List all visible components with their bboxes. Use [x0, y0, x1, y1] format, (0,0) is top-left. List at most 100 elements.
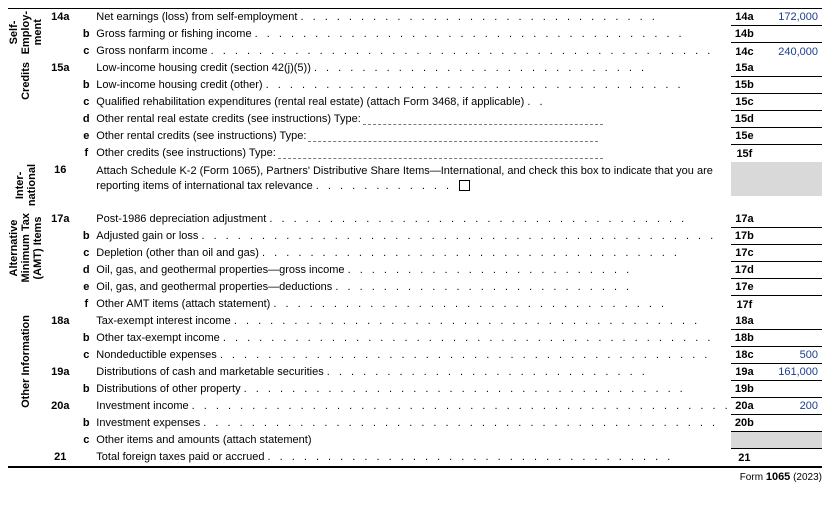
section-label: Self-Employ-ment [8, 9, 44, 61]
form-line: bAdjusted gain or loss . . . . . . . . .… [44, 228, 730, 245]
line-amount [758, 262, 822, 279]
line-description: Nondeductible expenses . . . . . . . . .… [96, 348, 730, 361]
line-amount [758, 432, 822, 449]
line-amount [758, 330, 822, 347]
leader-dots: . . . . . . [316, 180, 383, 192]
form-line: cNondeductible expenses . . . . . . . . … [44, 347, 730, 364]
line-subletter [76, 61, 96, 62]
line-description: Qualified rehabilitation expenditures (r… [96, 95, 730, 108]
line-number: 15a [44, 61, 76, 74]
line-number [44, 95, 76, 96]
line-subletter: c [76, 44, 96, 57]
line-code: 20a [731, 398, 758, 415]
amount-column [758, 162, 822, 211]
line-amount [758, 60, 822, 77]
line-code: 18a [731, 313, 758, 330]
amount-column: 172,000240,000 [758, 9, 822, 61]
line-code: 17b [731, 228, 758, 245]
form-line: fOther credits (see instructions) Type: [44, 145, 730, 162]
line-code: 17a [731, 211, 758, 228]
form-line: 19aDistributions of cash and marketable … [44, 364, 730, 381]
form-line: 15a Low-income housing credit (section 42… [44, 60, 730, 77]
line-amount [758, 381, 822, 398]
line-number: 20a [44, 399, 76, 412]
line-amount: 240,000 [758, 43, 822, 60]
leader-dots: . . . . . . [385, 180, 452, 192]
code-column [731, 162, 758, 211]
leader-dots: . . . . . . . . . . . . . . . . . . . . … [266, 79, 684, 91]
line-number [44, 331, 76, 332]
type-input-line[interactable] [278, 158, 603, 159]
amount-column [758, 211, 822, 313]
form-line: cQualified rehabilitation expenditures (… [44, 94, 730, 111]
line-code: 17e [731, 279, 758, 296]
form-footer: Form 1065 (2023) [8, 468, 822, 483]
line-subletter: c [76, 433, 96, 446]
line-number [44, 27, 76, 28]
line-description: Distributions of cash and marketable sec… [96, 365, 730, 378]
international-checkbox[interactable] [459, 180, 470, 191]
leader-dots: . . . . . . . . . . . . . . . . . . . . … [192, 400, 731, 412]
line-subletter: c [76, 348, 96, 361]
line-amount [758, 128, 822, 145]
line-code: 15d [731, 111, 758, 128]
line-description: Gross farming or fishing income . . . . … [96, 27, 730, 40]
line-number [44, 263, 76, 264]
line-number: 17a [44, 212, 76, 225]
line-subletter [76, 314, 96, 315]
leader-dots: . . . . . . . . . . . . . . . . . . . . … [262, 247, 680, 259]
leader-dots: . . . . . . . . . . . . . . . . . . . . … [211, 45, 714, 57]
form-line: bInvestment expenses . . . . . . . . . .… [44, 415, 730, 432]
line-amount [758, 94, 822, 111]
line-description: Attach Schedule K-2 (Form 1065), Partner… [96, 163, 730, 194]
line-number [44, 280, 76, 281]
leader-dots: . . . . . . . . . . . . . . . . . . . . … [234, 315, 700, 327]
form-line: eOther rental credits (see instructions)… [44, 128, 730, 145]
line-description: Post-1986 depreciation adjustment . . . … [96, 212, 730, 225]
type-input-line[interactable] [308, 141, 598, 142]
line-description: Low-income housing credit (section 42(j)… [96, 61, 730, 74]
section-label: AlternativeMinimum Tax(AMT) Items [8, 211, 44, 313]
line-number [44, 348, 76, 349]
form-line: bLow-income housing credit (other) . . .… [44, 77, 730, 94]
line-code: 17c [731, 245, 758, 262]
footer-form-no: 1065 [766, 471, 790, 483]
line-subletter: f [76, 297, 96, 310]
form-line: dOther rental real estate credits (see i… [44, 111, 730, 128]
line-code [731, 162, 758, 196]
line-number [44, 78, 76, 79]
line-number [44, 382, 76, 383]
leader-dots: . . . . . . . . . . . . . . . . . . . . … [244, 383, 686, 395]
line-number: 14a [44, 10, 76, 23]
line-number: 18a [44, 314, 76, 327]
type-input-line[interactable] [363, 124, 603, 125]
form-line: bGross farming or fishing income . . . .… [44, 26, 730, 43]
line-code: 14a [731, 9, 758, 26]
line-amount [758, 211, 822, 228]
leader-dots: . . . . . . . . . . . . . . . . . . . . … [327, 366, 648, 378]
line-number [44, 416, 76, 417]
form-line: 20aInvestment income . . . . . . . . . .… [44, 398, 730, 415]
line-description: Oil, gas, and geothermal properties—dedu… [96, 280, 730, 293]
line-code: 19b [731, 381, 758, 398]
leader-dots: . . . . . . . . . . . . . . . . . . . . … [300, 11, 657, 23]
code-column: 15a15b15c15d15e15f [731, 60, 758, 162]
section-label-text: Inter-national [14, 162, 38, 208]
line-code: 18b [731, 330, 758, 347]
line-amount [758, 279, 822, 296]
form-line: 21Total foreign taxes paid or accrued . … [44, 449, 730, 466]
code-column: 18a18b18c19a19b20a20b21 [731, 313, 758, 467]
form-line: cGross nonfarm income . . . . . . . . . … [44, 43, 730, 60]
line-amount [758, 449, 822, 466]
leader-dots: . . . . . . . . . . . . . . . . . . . . … [314, 62, 647, 74]
amount-column: 500161,000200 [758, 313, 822, 467]
line-number [44, 44, 76, 45]
line-number: 16 [44, 163, 76, 176]
section-label: Credits [8, 60, 44, 162]
line-subletter: d [76, 263, 96, 276]
line-amount [758, 26, 822, 43]
leader-dots: . . . . . . . . . . . . . . . . . . . . … [335, 281, 632, 293]
line-code: 19a [731, 364, 758, 381]
line-description: Oil, gas, and geothermal properties—gros… [96, 263, 730, 276]
form-line: cOther items and amounts (attach stateme… [44, 432, 730, 449]
